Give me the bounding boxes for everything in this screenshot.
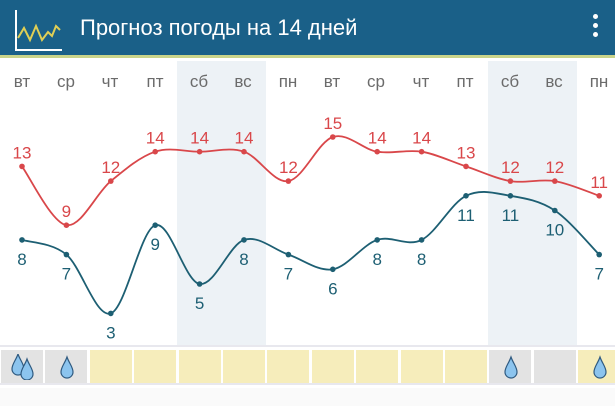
precip-cell bbox=[578, 350, 615, 383]
max-temp-label: 13 bbox=[13, 143, 32, 162]
min-temp-point bbox=[63, 251, 70, 258]
max-temp-label: 15 bbox=[323, 114, 342, 133]
min-temp-label: 11 bbox=[457, 206, 475, 225]
max-temp-point bbox=[63, 222, 70, 228]
max-temp-point bbox=[19, 163, 25, 170]
day-label: вт bbox=[13, 72, 31, 91]
temperature-chart: 13 9 12 14 14 14 12 15 14 14 13 12 12 11 8 7 3 9 5 8 7 6 8 8 11 1… bbox=[13, 114, 608, 342]
min-temp-label: 8 bbox=[372, 250, 381, 269]
min-temp-label: 8 bbox=[17, 250, 26, 269]
min-temp-point bbox=[108, 310, 114, 317]
day-label: пт bbox=[146, 72, 164, 91]
min-temp-point bbox=[196, 281, 203, 287]
max-temp-label: 14 bbox=[412, 129, 431, 148]
max-temp-label: 12 bbox=[279, 158, 298, 177]
min-temp-point bbox=[330, 266, 336, 273]
max-temp-point bbox=[552, 178, 558, 184]
min-temp-label: 7 bbox=[284, 265, 293, 284]
min-temp-label: 9 bbox=[150, 235, 159, 254]
day-label: чт bbox=[101, 72, 119, 91]
precip-cell bbox=[311, 350, 354, 383]
precip-cell bbox=[1, 350, 43, 383]
max-temp-point bbox=[463, 163, 469, 170]
min-temp-point bbox=[152, 222, 158, 228]
max-temp-point bbox=[196, 148, 203, 155]
max-temp-point bbox=[152, 148, 158, 155]
min-temp-label: 10 bbox=[545, 221, 564, 240]
min-temp-point bbox=[374, 237, 381, 243]
max-temp-point bbox=[330, 134, 336, 140]
day-label: ср bbox=[57, 72, 75, 91]
max-temp-label: 14 bbox=[146, 129, 165, 148]
precip-cell bbox=[356, 350, 399, 383]
precip-cell bbox=[89, 350, 132, 383]
min-temp-point bbox=[507, 193, 514, 199]
rain-drop-icon bbox=[504, 355, 518, 379]
max-temp-point bbox=[596, 193, 602, 199]
max-temp-point bbox=[108, 178, 114, 184]
more-vert-icon[interactable] bbox=[589, 14, 601, 44]
max-temp-label: 12 bbox=[101, 158, 120, 177]
day-labels: вт ср чт пт сб вс пн вт ср чт пт сб вс п… bbox=[0, 72, 615, 96]
precip-cell bbox=[445, 350, 487, 383]
day-label: вт bbox=[323, 72, 341, 91]
day-label: вс bbox=[545, 72, 563, 91]
chart-line-icon bbox=[15, 10, 62, 51]
max-temp-label: 9 bbox=[62, 202, 71, 221]
weekend-band bbox=[177, 61, 266, 345]
heavy-rain-icon bbox=[11, 354, 34, 380]
min-temp-point bbox=[552, 207, 558, 214]
max-temp-point bbox=[374, 148, 381, 155]
min-temp-point bbox=[418, 237, 425, 243]
min-temp-point bbox=[19, 237, 25, 243]
bottom-area bbox=[0, 388, 615, 406]
day-label: ср bbox=[367, 72, 385, 91]
min-temp-label: 6 bbox=[328, 279, 337, 298]
max-temp-label: 12 bbox=[545, 158, 564, 177]
rain-drop-icon bbox=[593, 355, 607, 379]
day-label: пт bbox=[456, 72, 474, 91]
day-label: чт bbox=[412, 72, 430, 91]
max-temp-point bbox=[285, 178, 292, 184]
min-temp-point bbox=[596, 251, 602, 258]
day-label: пн bbox=[278, 72, 298, 91]
max-temp-point bbox=[507, 178, 514, 184]
max-temp-label: 14 bbox=[190, 129, 209, 148]
precip-cell bbox=[533, 350, 576, 383]
day-label: сб bbox=[189, 72, 209, 91]
weekend-band bbox=[488, 61, 577, 345]
min-temp-label: 8 bbox=[417, 250, 426, 269]
rain-drop-icon bbox=[60, 355, 74, 379]
min-temp-point bbox=[463, 193, 469, 199]
day-label: сб bbox=[500, 72, 520, 91]
max-temp-label: 12 bbox=[501, 158, 520, 177]
day-label: вс bbox=[234, 72, 252, 91]
page-title: Прогноз погоды на 14 дней bbox=[80, 15, 358, 40]
min-temp-point bbox=[241, 237, 247, 243]
max-temp-point bbox=[418, 148, 425, 155]
max-temp-point bbox=[241, 148, 247, 155]
day-label: пн bbox=[589, 72, 609, 91]
max-temp-label: 13 bbox=[457, 143, 476, 162]
precipitation-strip bbox=[0, 345, 615, 385]
min-temp-point bbox=[285, 251, 292, 258]
precip-cell bbox=[45, 350, 88, 383]
app-bar: Прогноз погоды на 14 дней bbox=[0, 0, 615, 58]
min-temp-label: 8 bbox=[239, 250, 248, 269]
precip-cell bbox=[267, 350, 310, 383]
precip-cell bbox=[178, 350, 221, 383]
min-temp-label: 3 bbox=[106, 323, 115, 342]
max-temp-label: 11 bbox=[590, 173, 608, 192]
min-temp-label: 7 bbox=[594, 265, 603, 284]
min-temp-label: 11 bbox=[502, 206, 520, 225]
min-temp-label: 7 bbox=[62, 265, 71, 284]
precip-cell bbox=[134, 350, 177, 383]
max-temp-label: 14 bbox=[235, 129, 254, 148]
precip-cell bbox=[489, 350, 532, 383]
precip-cell bbox=[400, 350, 443, 383]
min-temp-label: 5 bbox=[195, 294, 204, 313]
max-temp-label: 14 bbox=[368, 129, 387, 148]
precip-cell bbox=[223, 350, 265, 383]
